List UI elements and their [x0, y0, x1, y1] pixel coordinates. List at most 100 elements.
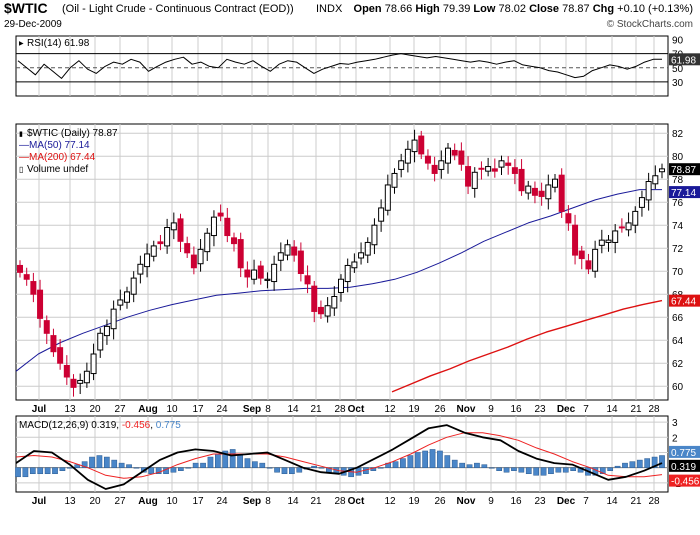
- candle-body-82: [565, 213, 572, 224]
- macd-hist-bar-14: [118, 462, 125, 468]
- candle-body-51: [358, 252, 365, 259]
- price-last-close-bg: [669, 163, 700, 176]
- macd-hist-bar-33: [259, 462, 266, 468]
- macd-hist-bar-9: [81, 461, 88, 468]
- candle-body-3: [37, 289, 44, 319]
- candle-body-81: [558, 174, 565, 212]
- price-x-label-5: 10: [166, 404, 178, 415]
- candle-body-71: [491, 168, 498, 172]
- candle-body-67: [465, 166, 472, 187]
- macd-hist-bar-27: [215, 453, 221, 468]
- macd-hist-bar-11: [96, 455, 103, 468]
- price-x-label-24: 21: [630, 404, 642, 415]
- macd-hist-bar-56: [429, 449, 436, 468]
- price-legend-marker: ▮: [19, 131, 23, 138]
- macd-hist-bar-64: [488, 467, 495, 469]
- macd-hist-bar-55: [422, 450, 428, 468]
- price-y-tick-11: 82: [672, 129, 684, 140]
- macd-last-macd-bg: [669, 459, 700, 472]
- ma200-last-value: 67.44: [671, 297, 696, 308]
- ma200-line: [391, 299, 663, 393]
- price-legend-symbol: $WTIC (Daily) 78.87: [27, 128, 118, 139]
- price-y-tick-10: 80: [672, 152, 684, 163]
- macd-hist-bar-86: [651, 456, 658, 468]
- macd-last-signal: -0.456: [671, 477, 700, 488]
- macd-hist-bar-62: [474, 462, 480, 468]
- price-panel: 606264666870727476788082▮$WTIC (Daily) 7…: [15, 123, 700, 415]
- candle-body-74: [511, 167, 518, 174]
- rsi-y-tick-0: 30: [672, 78, 684, 89]
- macd-hist-bar-52: [400, 458, 406, 468]
- candle-body-85: [585, 260, 592, 270]
- candle-body-43: [304, 275, 311, 285]
- candle-body-19: [144, 253, 151, 268]
- price-y-tick-1: 62: [672, 359, 684, 370]
- candle-body-46: [324, 305, 331, 317]
- price-x-label-11: 21: [310, 404, 322, 415]
- candle-body-94: [645, 181, 652, 201]
- chart-date: 29-Dec-2009: [4, 19, 62, 30]
- macd-frame: [15, 415, 669, 493]
- macd-hist-bar-2: [29, 467, 36, 475]
- candle-body-4: [43, 320, 50, 334]
- macd-y-tick-4: 3: [672, 418, 678, 429]
- candle-body-38: [271, 263, 278, 283]
- candle-body-31: [224, 217, 231, 237]
- macd-x-label-10: 14: [287, 496, 299, 507]
- candle-body-48: [338, 278, 344, 293]
- macd-signal-line: [15, 432, 663, 479]
- macd-hist-bar-66: [503, 467, 510, 473]
- candle-body-70: [485, 166, 492, 172]
- candle-body-76: [525, 185, 532, 194]
- candle-body-62: [431, 164, 438, 174]
- macd-histogram: [15, 449, 665, 478]
- candle-body-53: [371, 224, 378, 246]
- macd-x-label-11: 21: [310, 496, 322, 507]
- macd-x-label-18: 9: [488, 496, 494, 507]
- price-x-label-10: 14: [287, 404, 299, 415]
- macd-hist-bar-75: [570, 467, 577, 471]
- candle-body-45: [317, 306, 324, 315]
- macd-hist-bar-61: [466, 464, 473, 468]
- macd-hist-bar-74: [562, 467, 569, 473]
- macd-x-label-16: 26: [434, 496, 446, 507]
- macd-x-label-1: 13: [64, 496, 76, 507]
- macd-x-label-4: Aug: [138, 496, 157, 507]
- macd-last-hist-bg: [669, 445, 700, 458]
- price-x-label-20: 23: [534, 404, 546, 415]
- macd-legend-prefix: MACD(12,26,9): [19, 420, 91, 431]
- candle-body-75: [518, 168, 525, 192]
- macd-legend-sep: ,: [150, 420, 156, 431]
- exchange-label: INDX: [316, 3, 343, 15]
- price-x-label-2: 20: [89, 404, 101, 415]
- price-x-label-21: Dec: [557, 404, 576, 415]
- macd-x-label-12: 28: [334, 496, 346, 507]
- macd-hist-bar-58: [444, 455, 451, 468]
- macd-hist-bar-37: [289, 467, 295, 475]
- macd-x-label-17: Nov: [457, 496, 476, 507]
- ma50-last-value: 77.14: [671, 188, 696, 199]
- candles: [17, 129, 665, 397]
- macd-last-macd: 0.319: [671, 462, 696, 473]
- macd-hist-bar-65: [496, 467, 502, 471]
- candle-body-17: [130, 277, 137, 295]
- macd-hist-bar-81: [614, 465, 621, 468]
- candle-body-42: [297, 250, 304, 274]
- candle-body-77: [531, 187, 538, 196]
- candle-body-92: [632, 210, 639, 226]
- macd-hist-bar-79: [599, 467, 606, 475]
- candle-body-9: [77, 379, 84, 384]
- price-y-tick-7: 74: [672, 221, 684, 232]
- candle-body-90: [618, 226, 625, 229]
- macd-hist-bar-71: [540, 467, 547, 476]
- macd-last-hist: 0.775: [671, 448, 696, 459]
- ma200-legend-swatch: —: [19, 152, 29, 163]
- candle-body-65: [451, 149, 458, 156]
- macd-hist-bar-30: [237, 453, 243, 468]
- symbol-title: $WTIC: [4, 0, 48, 16]
- macd-x-label-15: 19: [408, 496, 420, 507]
- candle-body-11: [90, 353, 97, 375]
- price-frame: [15, 123, 669, 401]
